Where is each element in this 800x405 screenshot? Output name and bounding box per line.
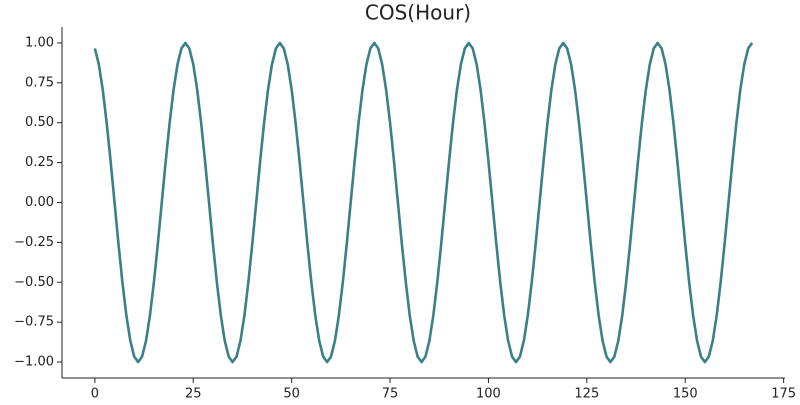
x-tick-label: 150 <box>673 387 698 402</box>
y-tick-label: −0.25 <box>14 235 54 250</box>
y-tick-label: 0.75 <box>25 75 54 90</box>
y-tick-label: −1.00 <box>14 355 54 370</box>
x-tick-label: 25 <box>185 387 202 402</box>
y-tick-label: 1.00 <box>25 35 54 50</box>
y-tick-label: 0.00 <box>25 195 54 210</box>
y-tick-label: 0.50 <box>25 115 54 130</box>
y-tick-label: −0.75 <box>14 315 54 330</box>
chart-title: COS(Hour) <box>365 1 471 25</box>
x-tick-label: 75 <box>382 387 399 402</box>
y-tick-label: 0.25 <box>25 155 54 170</box>
y-tick-label: −0.50 <box>14 275 54 290</box>
x-tick-label: 175 <box>771 387 796 402</box>
x-tick-label: 50 <box>283 387 300 402</box>
x-tick-label: 125 <box>574 387 599 402</box>
line-series <box>93 41 754 364</box>
x-tick-label: 100 <box>476 387 501 402</box>
x-tick-label: 0 <box>91 387 99 402</box>
